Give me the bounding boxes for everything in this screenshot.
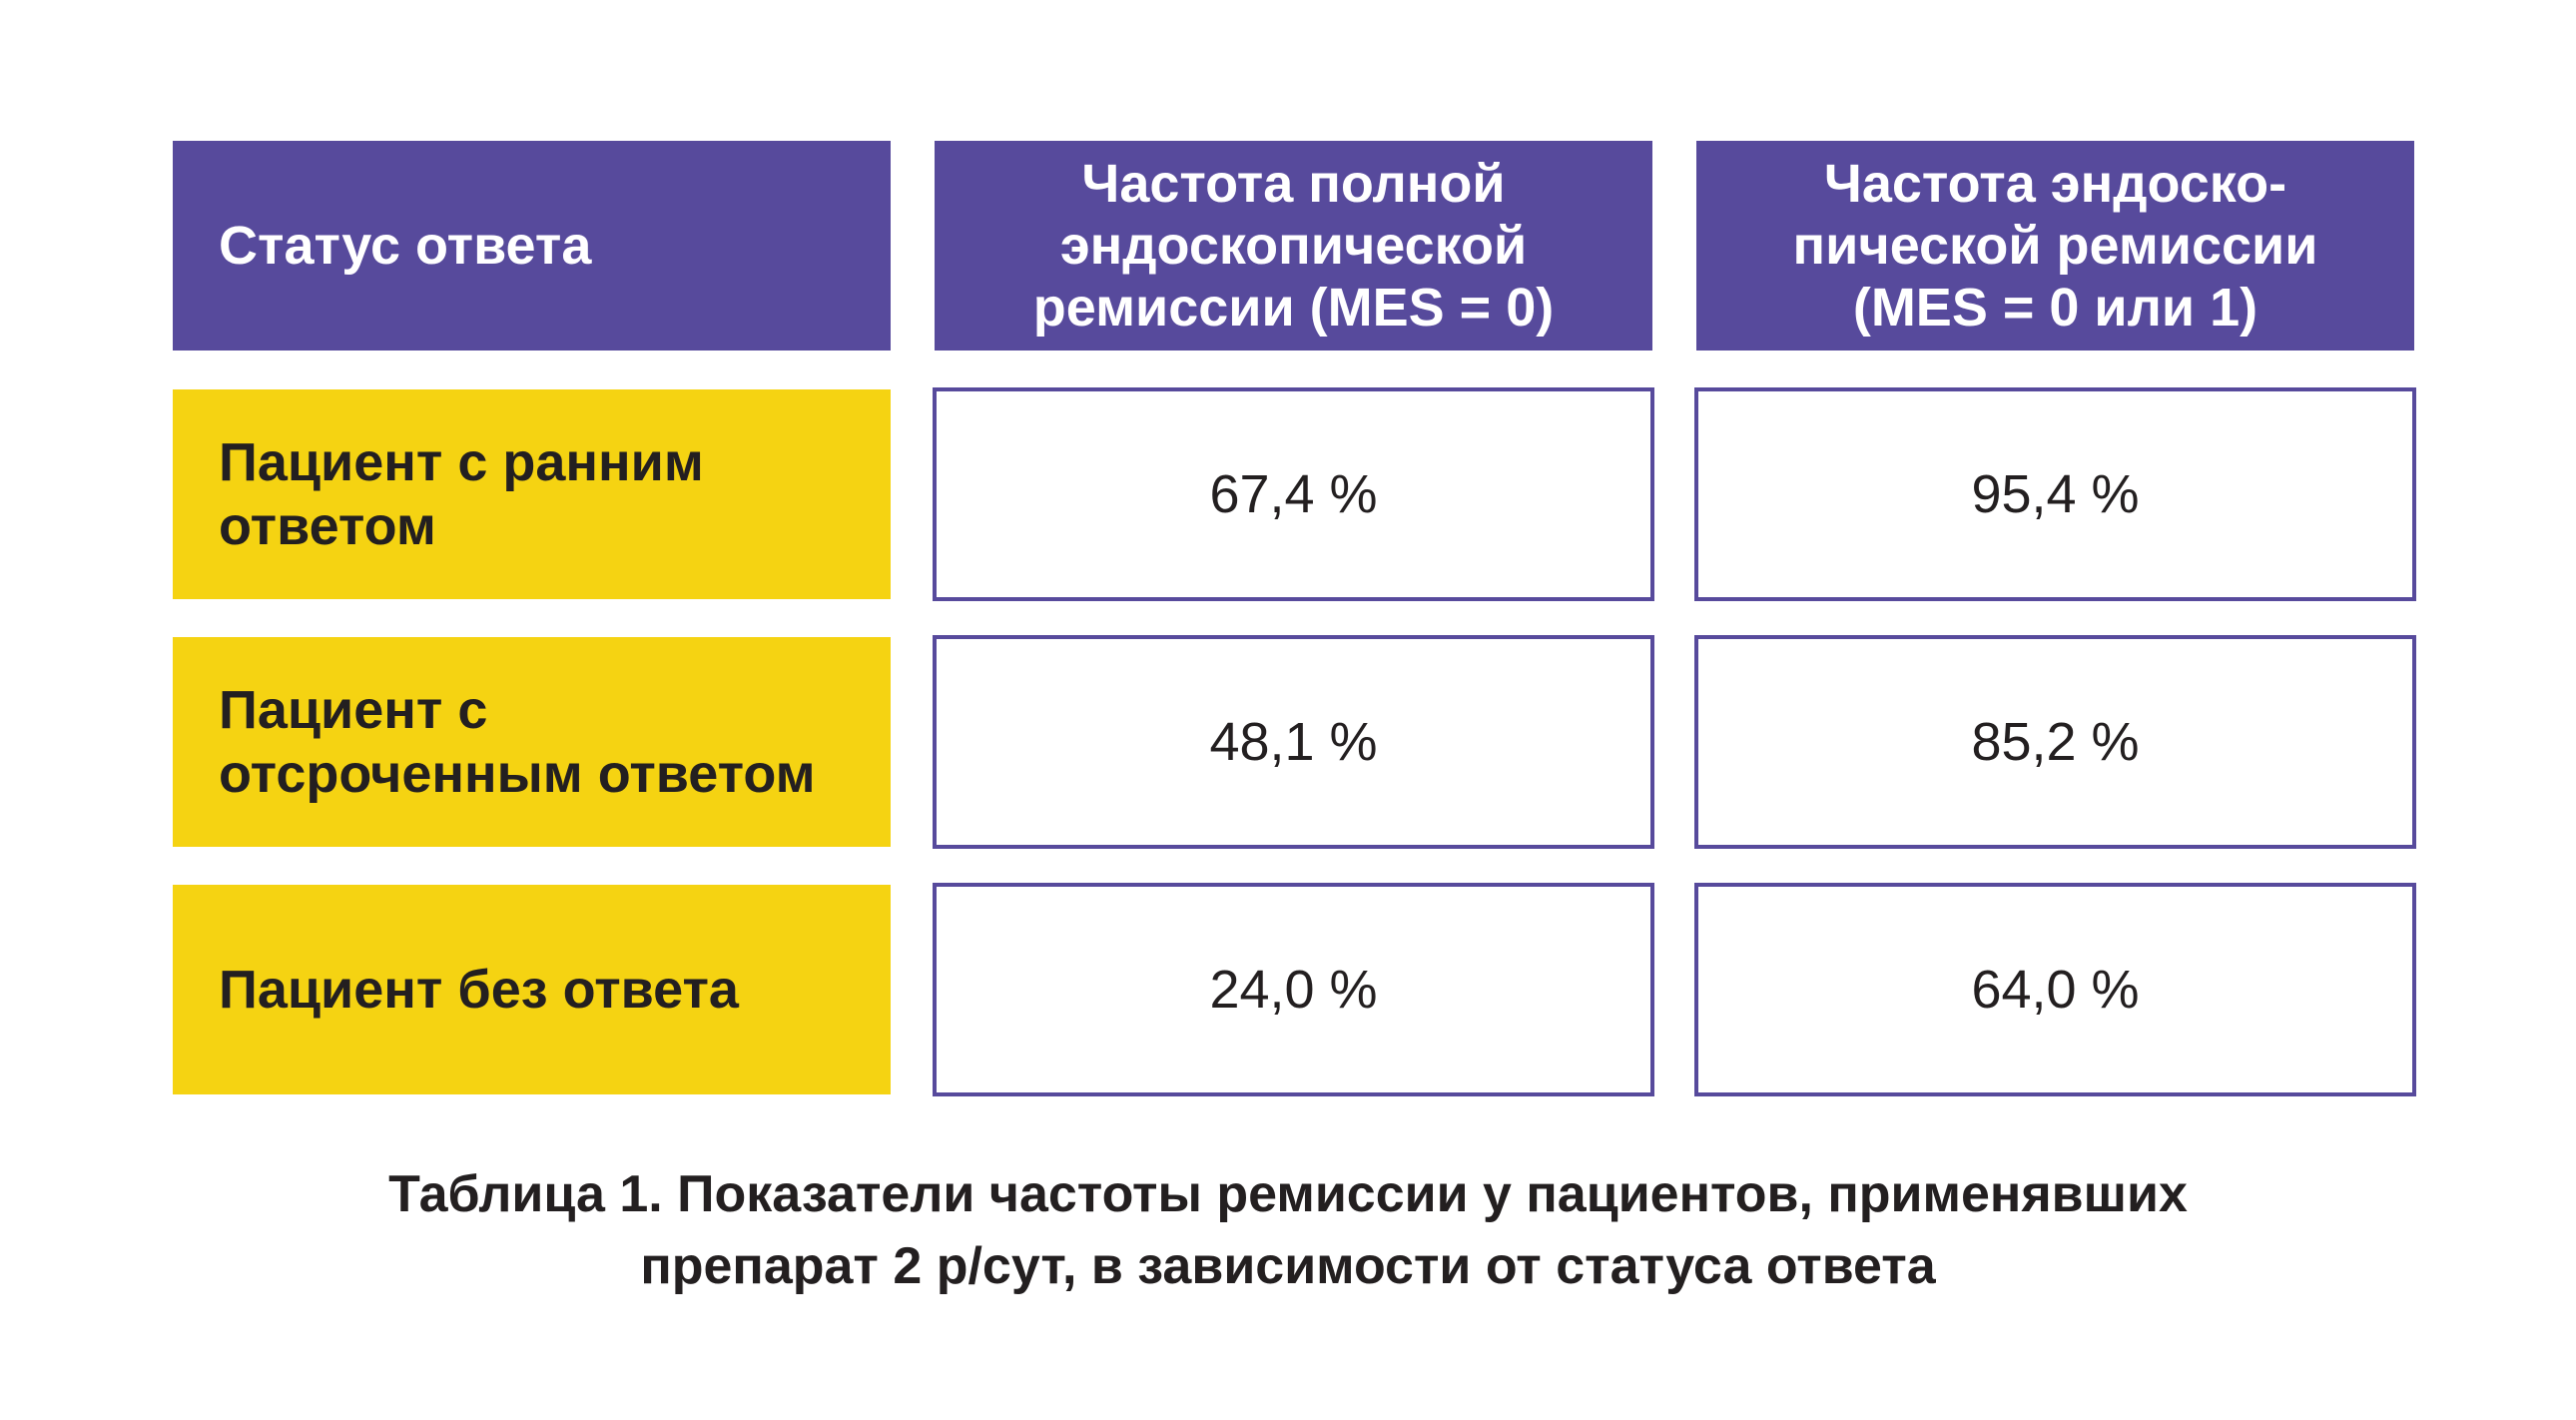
- row-label-none: Пациент без ответа: [173, 885, 891, 1094]
- cell-value: 95,4 %: [1971, 464, 2140, 524]
- table-cell-none-full: 24,0 %: [933, 883, 1654, 1096]
- header-full-remission: Частота полной эндоскопической ремиссии …: [935, 141, 1652, 351]
- table-cell-early-full: 67,4 %: [933, 387, 1654, 601]
- row-label-early: Пациент с ранним ответом: [173, 389, 891, 599]
- table-cell-early-endoscopic: 95,4 %: [1694, 387, 2416, 601]
- row-label-none-text: Пациент без ответа: [219, 960, 739, 1020]
- row-label-delayed: Пациент с отсроченным ответом: [173, 637, 891, 847]
- header-status: Статус ответа: [173, 141, 891, 351]
- row-label-delayed-text: Пациент с отсроченным ответом: [219, 680, 816, 804]
- cell-value: 64,0 %: [1971, 960, 2140, 1020]
- cell-value: 48,1 %: [1209, 712, 1378, 772]
- cell-value: 67,4 %: [1209, 464, 1378, 524]
- cell-value: 85,2 %: [1971, 712, 2140, 772]
- header-status-label: Статус ответа: [219, 216, 592, 276]
- table-cell-delayed-endoscopic: 85,2 %: [1694, 635, 2416, 849]
- table-caption: Таблица 1. Показатели частоты ремиссии у…: [388, 1165, 2188, 1295]
- table-cell-delayed-full: 48,1 %: [933, 635, 1654, 849]
- cell-value: 24,0 %: [1209, 960, 1378, 1020]
- header-full-remission-label: Частота полной эндоскопической ремиссии …: [1032, 154, 1555, 338]
- row-label-early-text: Пациент с ранним ответом: [219, 432, 704, 556]
- header-endoscopic-remission: Частота эндоско- пической ремиссии (MES …: [1696, 141, 2414, 351]
- table-cell-none-endoscopic: 64,0 %: [1694, 883, 2416, 1096]
- header-endoscopic-remission-label: Частота эндоско- пической ремиссии (MES …: [1792, 154, 2318, 338]
